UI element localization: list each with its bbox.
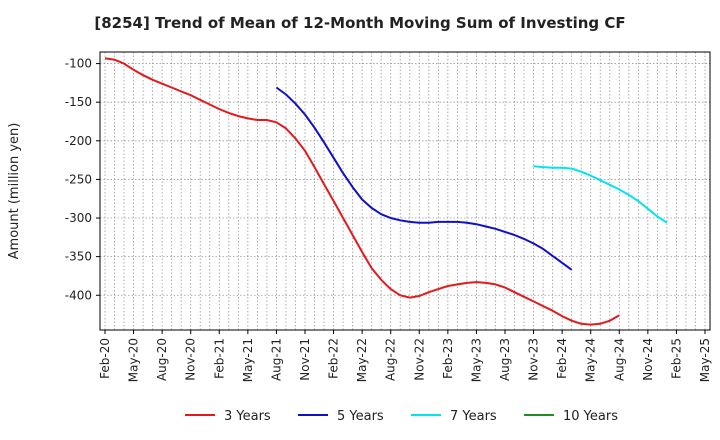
x-tick-label: Feb-21 <box>212 338 226 379</box>
x-tick-label: Aug-21 <box>269 338 283 381</box>
x-tick-label: May-22 <box>355 338 369 382</box>
series-line-7-years <box>533 165 668 224</box>
x-tick-label: Aug-24 <box>612 338 626 381</box>
x-tick-label: Nov-23 <box>527 338 541 381</box>
x-tick-label: Aug-20 <box>155 338 169 381</box>
x-tick-label: Feb-23 <box>441 338 455 379</box>
x-tick-label: May-23 <box>469 338 483 382</box>
legend-item: 10 Years <box>524 409 618 424</box>
x-tick-label: Feb-20 <box>98 338 112 379</box>
y-axis-label: Amount (million yen) <box>7 123 22 260</box>
x-tick-label: Feb-22 <box>327 338 341 379</box>
legend-label: 10 Years <box>563 409 618 424</box>
series-lines <box>104 57 668 326</box>
x-tick-label: May-21 <box>241 338 255 382</box>
series-line-5-years <box>275 86 573 271</box>
y-tick-label: -150 <box>65 95 92 109</box>
x-tick-label: Feb-24 <box>555 338 569 379</box>
y-tick-label: -100 <box>65 57 92 71</box>
x-tick-label: Nov-22 <box>412 338 426 381</box>
y-tick-label: -400 <box>65 288 92 302</box>
legend-label: 7 Years <box>450 409 497 424</box>
y-tick-label: -350 <box>65 250 92 264</box>
y-tick-label: -200 <box>65 134 92 148</box>
x-tick-label: May-25 <box>698 338 712 382</box>
x-tick-label: Nov-21 <box>298 338 312 381</box>
x-axis: Feb-20 May-20 Aug-20 Nov-20 Feb-21 May-21 Aug-… <box>98 330 712 382</box>
x-tick-label: Nov-24 <box>641 338 655 381</box>
series-line-3-years <box>104 57 620 326</box>
x-tick-label: Nov-20 <box>184 338 198 381</box>
legend-label: 3 Years <box>224 409 271 424</box>
legend-label: 5 Years <box>337 409 384 424</box>
legend-item: 3 Years <box>185 409 271 424</box>
x-tick-label: Aug-23 <box>498 338 512 381</box>
legend-item: 5 Years <box>298 409 384 424</box>
y-tick-label: -300 <box>65 211 92 225</box>
y-axis: -100 -150 -200 -250 -300 -350 -400 <box>65 57 100 302</box>
x-tick-label: Aug-22 <box>384 338 398 381</box>
legend: 3 Years 5 Years 7 Years 10 Years <box>185 409 618 424</box>
x-tick-label: Feb-25 <box>669 338 683 379</box>
grid <box>100 52 710 330</box>
chart-title: [8254] Trend of Mean of 12-Month Moving … <box>94 14 626 32</box>
x-tick-label: May-20 <box>127 338 141 382</box>
plot-area <box>99 51 711 331</box>
y-tick-label: -250 <box>65 172 92 186</box>
x-tick-label: May-24 <box>584 338 598 382</box>
legend-item: 7 Years <box>411 409 497 424</box>
